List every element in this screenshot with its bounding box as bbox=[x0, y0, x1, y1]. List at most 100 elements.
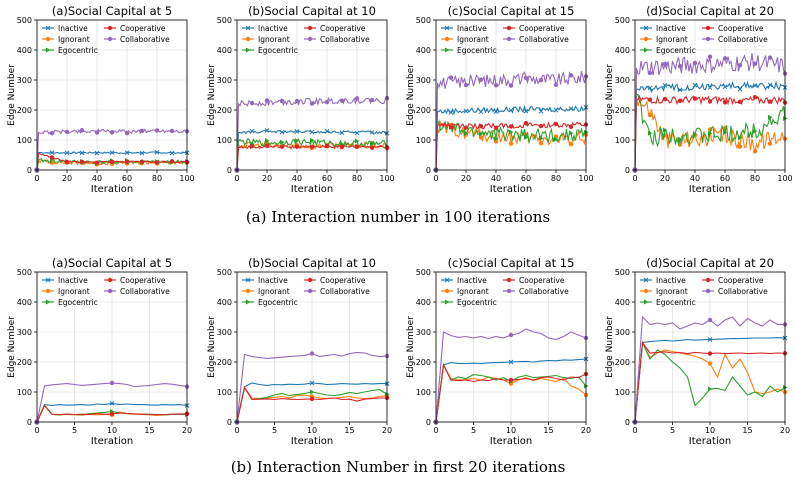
x-tick-label: 15 bbox=[144, 426, 154, 435]
y-tick-label: 300 bbox=[416, 76, 431, 85]
data-point bbox=[677, 87, 683, 93]
data-point bbox=[753, 128, 758, 134]
data-point bbox=[249, 128, 255, 134]
data-point bbox=[508, 359, 514, 365]
data-point bbox=[169, 150, 175, 156]
legend-label: Cooperative bbox=[519, 24, 565, 33]
legend-marker bbox=[444, 288, 450, 294]
legend-marker bbox=[307, 288, 313, 294]
chart-title: (a)Social Capital at 5 bbox=[52, 4, 172, 18]
chart-panel-5: 0 100 200 300 400 500 0 5 10 15 20 (a)Social Capita… bbox=[7, 256, 192, 447]
data-point bbox=[154, 128, 160, 133]
data-point bbox=[707, 99, 713, 104]
legend-marker bbox=[643, 277, 649, 283]
data-point bbox=[752, 149, 758, 154]
data-point bbox=[324, 143, 330, 149]
plot-frame bbox=[236, 19, 388, 171]
data-point bbox=[508, 332, 514, 338]
data-point bbox=[737, 86, 743, 92]
data-point bbox=[553, 82, 559, 88]
legend-marker bbox=[107, 288, 113, 294]
data-point bbox=[737, 62, 743, 68]
data-point bbox=[169, 159, 175, 164]
data-point bbox=[523, 108, 529, 114]
x-tick-label: 100 bbox=[777, 174, 792, 183]
y-tick-label: 100 bbox=[416, 388, 431, 397]
legend: Inactive Cooperative Ignorant Collaborative… bbox=[42, 276, 170, 307]
data-point bbox=[139, 159, 145, 164]
legend-label: Egocentric bbox=[258, 46, 298, 55]
data-point bbox=[249, 100, 255, 106]
legend-marker bbox=[643, 288, 649, 294]
legend-label: Collaborative bbox=[519, 287, 569, 296]
x-tick-label: 10 bbox=[307, 426, 317, 435]
y-tick-label: 400 bbox=[416, 298, 431, 307]
legend: Inactive Cooperative Ignorant Collaborative… bbox=[640, 24, 768, 55]
legend-marker bbox=[107, 36, 113, 42]
legend-label: Egocentric bbox=[656, 298, 696, 307]
chart-panel-4: 0 100 200 300 400 500 0 20 40 60 80 100 (d)Social Ca… bbox=[605, 4, 793, 195]
legend-marker bbox=[445, 299, 450, 305]
x-tick-label: 20 bbox=[382, 426, 392, 435]
y-tick-label: 200 bbox=[217, 358, 232, 367]
data-point bbox=[124, 150, 130, 155]
chart-panel-1: 0 100 200 300 400 500 0 20 40 60 80 100 (a)Social Ca… bbox=[7, 4, 195, 195]
y-tick-label: 500 bbox=[217, 268, 232, 277]
legend-label: Inactive bbox=[58, 276, 88, 285]
data-point bbox=[569, 130, 574, 136]
legend-marker bbox=[705, 277, 711, 283]
y-tick-label: 300 bbox=[17, 328, 32, 337]
legend-label: Egocentric bbox=[457, 46, 497, 55]
x-axis-label: Iteration bbox=[689, 436, 731, 447]
x-tick-label: 5 bbox=[670, 426, 675, 435]
data-point bbox=[448, 125, 454, 130]
data-point bbox=[568, 124, 574, 129]
chart-title: (c)Social Capital at 15 bbox=[448, 256, 575, 270]
y-tick-label: 400 bbox=[615, 46, 630, 55]
x-tick-label: 100 bbox=[179, 174, 194, 183]
legend-label: Egocentric bbox=[58, 298, 98, 307]
data-point bbox=[478, 124, 484, 129]
data-point bbox=[448, 110, 454, 115]
x-tick-label: 15 bbox=[742, 426, 752, 435]
y-tick-label: 400 bbox=[217, 46, 232, 55]
data-point bbox=[309, 129, 315, 135]
legend-label: Ignorant bbox=[457, 35, 489, 44]
data-point bbox=[662, 61, 668, 67]
data-point bbox=[294, 144, 300, 149]
data-point bbox=[723, 129, 728, 135]
data-point bbox=[94, 130, 100, 135]
data-point bbox=[692, 82, 698, 88]
x-tick-label: 0 bbox=[34, 426, 39, 435]
y-tick-label: 100 bbox=[416, 136, 431, 145]
y-tick-label: 0 bbox=[426, 418, 431, 427]
data-point bbox=[324, 99, 330, 105]
x-tick-label: 40 bbox=[92, 174, 102, 183]
data-point bbox=[539, 135, 544, 141]
x-tick-label: 80 bbox=[152, 174, 162, 183]
data-point bbox=[647, 70, 653, 76]
x-tick-label: 60 bbox=[322, 174, 332, 183]
data-point bbox=[94, 160, 100, 165]
chart-panel-2: 0 100 200 300 400 500 0 20 40 60 80 100 (b)Social Ca… bbox=[207, 4, 395, 195]
chart-title: (b)Social Capital at 10 bbox=[248, 256, 376, 270]
legend-label: Cooperative bbox=[120, 24, 166, 33]
x-tick-label: 0 bbox=[234, 174, 239, 183]
data-point bbox=[324, 128, 330, 134]
data-point bbox=[707, 85, 713, 91]
data-point bbox=[508, 83, 514, 88]
data-point bbox=[722, 84, 728, 90]
data-point bbox=[463, 125, 469, 130]
x-tick-label: 0 bbox=[234, 426, 239, 435]
legend-label: Inactive bbox=[656, 24, 686, 33]
data-point bbox=[493, 83, 499, 88]
legend-label: Inactive bbox=[258, 276, 288, 285]
x-tick-label: 40 bbox=[690, 174, 700, 183]
y-tick-label: 100 bbox=[615, 136, 630, 145]
y-tick-label: 200 bbox=[17, 358, 32, 367]
data-point bbox=[448, 75, 454, 80]
legend-label: Cooperative bbox=[718, 24, 764, 33]
legend-marker bbox=[444, 36, 450, 42]
x-tick-label: 20 bbox=[581, 426, 591, 435]
